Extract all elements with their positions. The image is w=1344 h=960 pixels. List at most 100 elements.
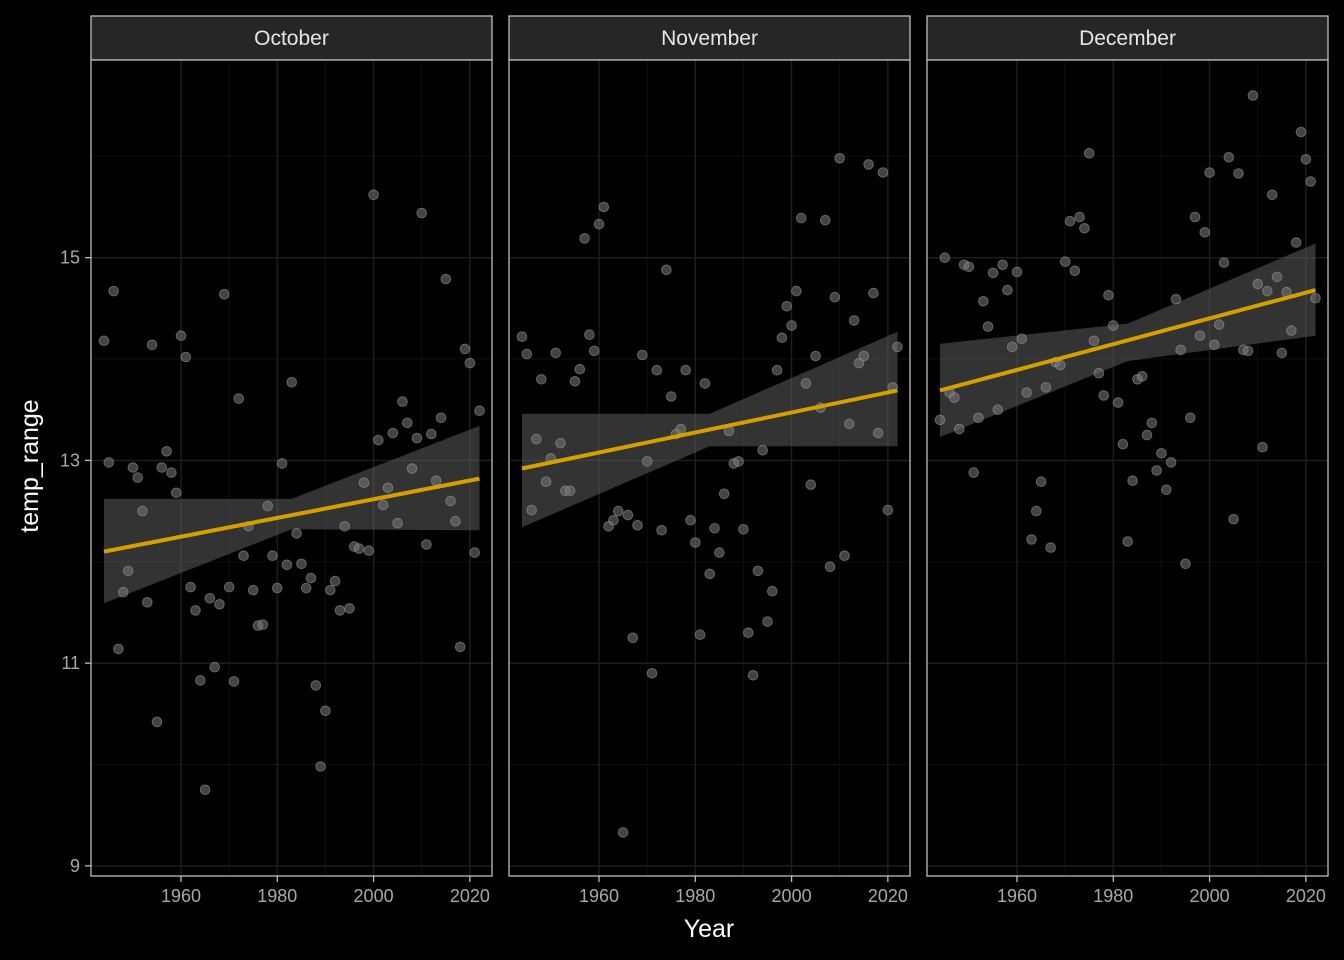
data-point <box>1035 476 1047 488</box>
data-point <box>440 273 452 285</box>
facet-strip <box>926 15 1329 61</box>
data-point <box>1151 465 1162 476</box>
data-point <box>459 343 471 355</box>
data-point <box>954 423 965 435</box>
data-point <box>598 201 610 213</box>
data-point <box>665 391 677 402</box>
data-point <box>613 505 624 517</box>
y-axis-title: temp_range <box>16 399 44 532</box>
data-point <box>516 331 528 343</box>
data-point <box>469 547 481 558</box>
data-point <box>834 153 846 164</box>
x-axis-title: Year <box>684 915 735 943</box>
data-point <box>108 285 119 297</box>
data-point <box>1218 257 1230 269</box>
data-point <box>1170 293 1182 305</box>
x-tick-label: 1980 <box>675 886 715 906</box>
data-point <box>296 558 307 570</box>
panel-border <box>90 59 493 877</box>
data-point <box>1122 536 1133 547</box>
data-point <box>661 264 672 276</box>
data-point <box>267 550 278 562</box>
data-point <box>98 335 110 347</box>
facet-strip <box>90 15 493 61</box>
data-point <box>733 456 744 467</box>
data-point <box>1252 278 1263 290</box>
data-point <box>805 479 817 491</box>
data-point <box>584 329 595 341</box>
x-tick-label: 1960 <box>997 886 1037 906</box>
data-point <box>767 585 778 597</box>
data-point <box>137 505 148 517</box>
data-point <box>550 347 562 359</box>
data-point <box>1093 367 1105 379</box>
data-point <box>824 561 836 573</box>
data-point <box>377 499 389 511</box>
panel-november: November 1960 1980 2000 2020 <box>508 15 911 906</box>
panel-border <box>508 59 911 877</box>
y-tick-label: 15 <box>60 248 80 268</box>
data-point <box>392 517 403 529</box>
data-point <box>1141 429 1153 441</box>
data-point <box>344 603 355 614</box>
data-point <box>397 396 408 407</box>
data-point <box>1257 441 1268 453</box>
data-point <box>868 287 879 299</box>
data-point <box>1247 90 1259 101</box>
data-point <box>373 434 384 446</box>
data-point <box>406 463 418 474</box>
data-point <box>353 543 365 554</box>
facet-label: December <box>1079 27 1176 50</box>
data-point <box>329 575 341 587</box>
data-point <box>320 705 331 717</box>
data-point <box>411 432 423 444</box>
data-point <box>1161 484 1172 496</box>
data-point <box>1286 325 1297 336</box>
data-point <box>752 565 764 577</box>
data-point <box>132 472 143 483</box>
data-point <box>195 675 206 686</box>
x-tick-label: 1960 <box>161 886 201 906</box>
x-tick-label: 2000 <box>1190 886 1230 906</box>
data-point <box>233 393 245 404</box>
data-point <box>810 350 821 362</box>
data-point <box>949 392 960 403</box>
data-point <box>690 537 701 548</box>
data-point <box>1026 534 1037 545</box>
data-point <box>1146 417 1158 429</box>
data-point <box>180 351 192 363</box>
data-point <box>454 641 466 653</box>
data-point <box>579 233 590 244</box>
data-point <box>382 482 394 494</box>
trend-line <box>103 476 480 554</box>
data-point <box>718 488 730 500</box>
data-point <box>276 458 288 469</box>
data-point <box>445 495 456 507</box>
data-point <box>262 500 274 512</box>
data-point <box>1083 148 1095 159</box>
data-point <box>1271 271 1283 283</box>
data-point <box>1127 475 1138 487</box>
data-point <box>325 584 336 596</box>
x-tick-label: 2000 <box>354 886 394 906</box>
plot-area <box>927 60 1328 876</box>
data-point <box>593 218 605 230</box>
data-point <box>786 320 797 331</box>
data-point <box>1185 412 1196 424</box>
data-point <box>839 550 850 562</box>
data-point <box>334 605 346 616</box>
data-point <box>844 418 855 430</box>
data-point <box>1016 333 1028 345</box>
data-point <box>1223 152 1235 163</box>
panel-border <box>926 59 1329 877</box>
data-point <box>632 520 643 531</box>
data-point <box>771 364 783 376</box>
data-point <box>1295 126 1307 138</box>
data-point <box>685 514 696 526</box>
x-tick-label: 1980 <box>257 886 297 906</box>
data-point <box>223 581 235 593</box>
data-point <box>435 412 447 424</box>
x-tick-label: 1980 <box>1093 886 1133 906</box>
data-point <box>1059 256 1071 268</box>
data-point <box>627 632 639 644</box>
